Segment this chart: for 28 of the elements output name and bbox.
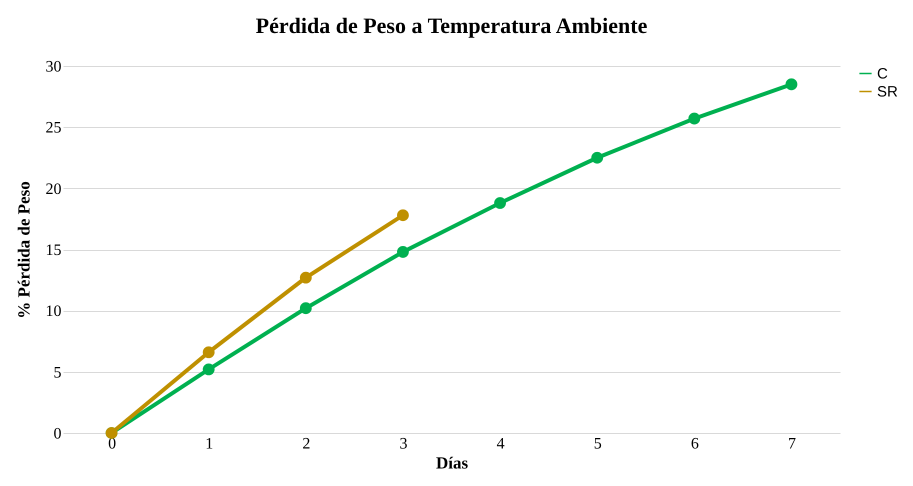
x-tick-label: 5 [594,436,602,452]
y-tick-label: 5 [54,364,62,382]
point [688,112,700,125]
y-tick-label: 20 [46,180,62,198]
x-tick-label: 4 [496,436,505,452]
point [591,152,604,164]
x-tick-label: 6 [690,436,699,452]
point [494,197,506,209]
y-tick-label: 30 [46,58,62,76]
point [300,272,312,284]
point [202,363,215,376]
point [397,246,409,258]
y-tick-label: 10 [46,303,62,320]
x-tick-label: 1 [205,436,214,452]
y-tick-label: 15 [46,242,62,259]
point [300,302,312,314]
x-axis-title: Días [436,454,468,472]
chart-title: Pérdida de Peso a Temperatura Ambiente [256,13,648,38]
y-tick-label: 25 [46,120,62,137]
point [786,78,798,90]
legend-label: C [877,66,888,82]
point [202,346,215,358]
y-axis-title: % Pérdida de Peso [14,181,34,319]
x-tick-label: 7 [788,436,796,452]
legend-label: SR [877,84,898,100]
x-tick-label: 3 [399,436,408,452]
x-tick-label: 2 [302,436,310,452]
point [397,209,409,222]
